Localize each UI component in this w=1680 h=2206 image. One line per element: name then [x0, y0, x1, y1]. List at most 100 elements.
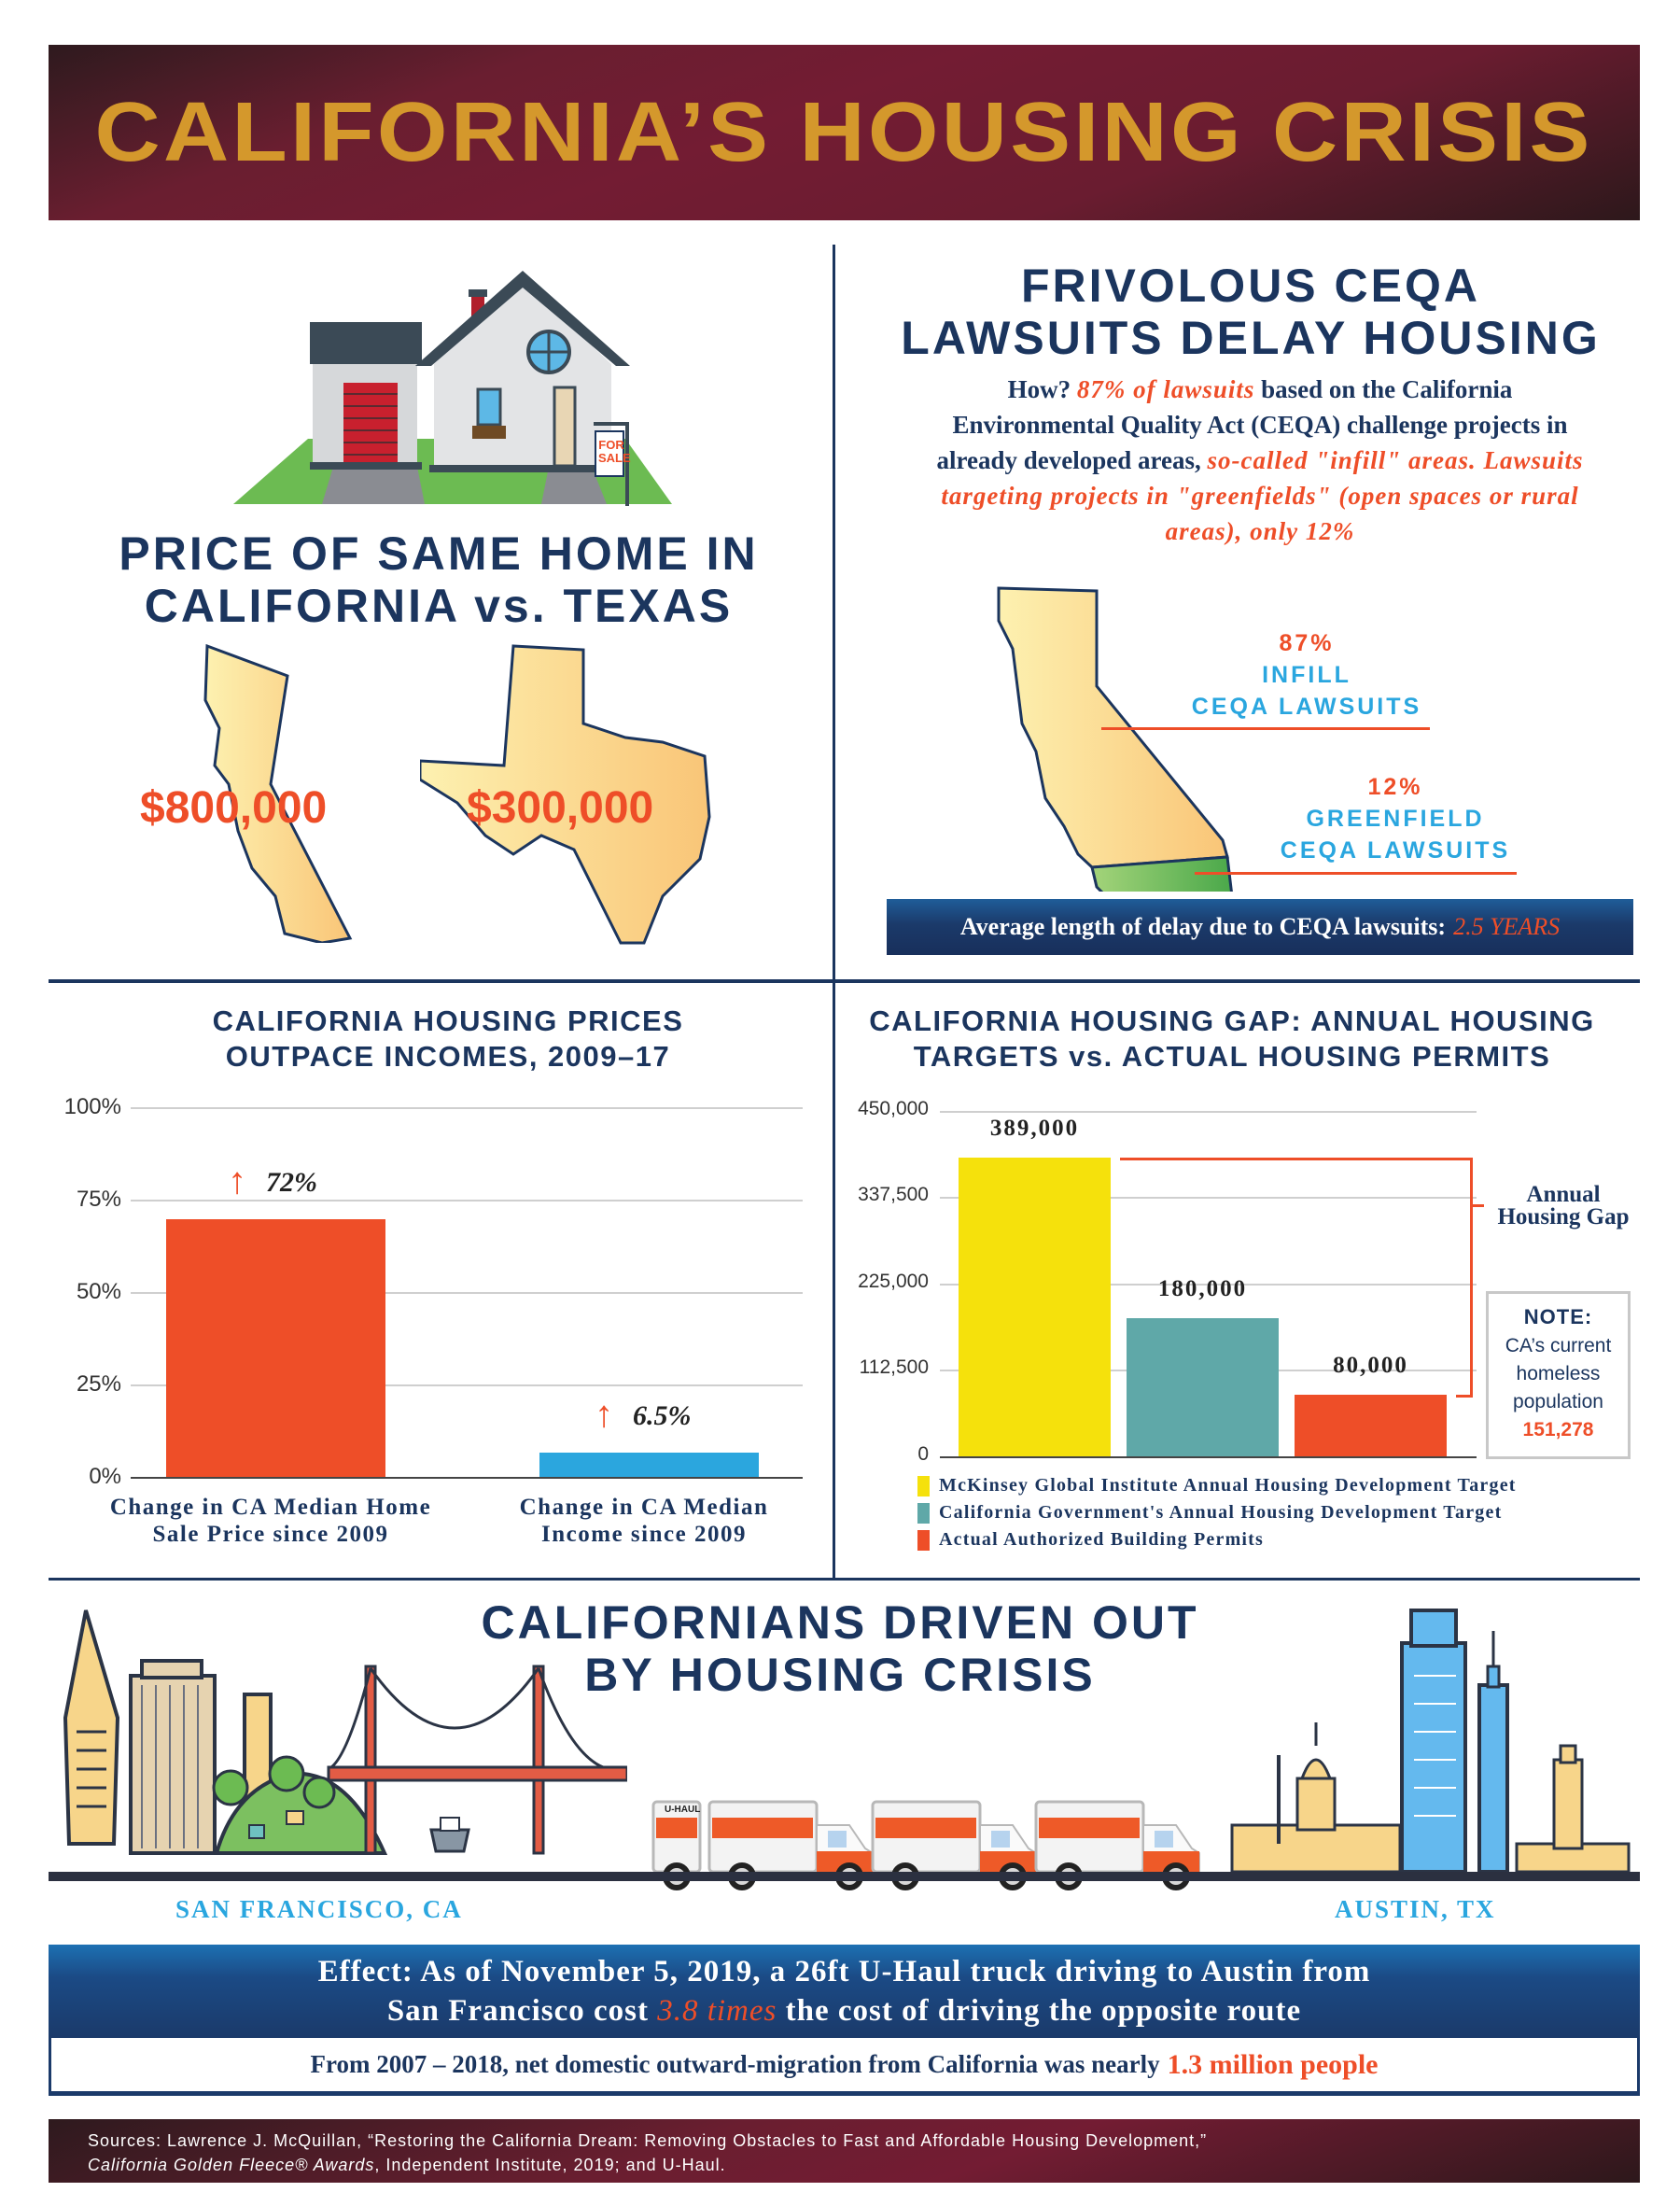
legend-label: California Government's Annual Housing D…: [939, 1502, 1503, 1523]
price-heading-line-2: CALIFORNIA vs. TEXAS: [144, 580, 734, 632]
income-category-line-1: Change in CA Median: [519, 1495, 769, 1520]
migration-stat-box: From 2007 – 2018, net domestic outward-m…: [49, 2038, 1640, 2096]
sources-line-1: Sources: Lawrence J. McQuillan, “Restori…: [88, 2131, 1208, 2150]
home-price-category-line-1: Change in CA Median Home: [109, 1495, 432, 1520]
x-axis: [940, 1456, 1477, 1458]
ground-road: [49, 1872, 1640, 1881]
bar-actual-permits: [1295, 1395, 1447, 1456]
texas-price: $300,000: [467, 783, 654, 833]
house-for-sale-icon: [233, 271, 672, 506]
income-category: Change in CA Median Income since 2009: [485, 1494, 803, 1548]
sources-footer: Sources: Lawrence J. McQuillan, “Restori…: [49, 2119, 1640, 2183]
ca-gov-value: 180,000: [1157, 1276, 1248, 1301]
x-axis: [131, 1477, 803, 1479]
effect-line-2-pre: San Francisco cost: [386, 1994, 649, 2028]
gridline-75: [131, 1200, 803, 1201]
ytick-75: 75%: [76, 1187, 121, 1212]
legend-swatch-orange: [917, 1529, 930, 1551]
migration-highlight: 1.3 million people: [1167, 2048, 1379, 2080]
delay-text: Average length of delay due to CEQA laws…: [959, 913, 1447, 940]
gridline-450000: [940, 1111, 1477, 1113]
gap-bracket-vertical: [1470, 1158, 1473, 1398]
ytick-25: 25%: [76, 1371, 121, 1397]
infill-label: 87% INFILL CEQA LAWSUITS: [1167, 627, 1447, 723]
prices-chart-title-line-2: OUTPACE INCOMES, 2009–17: [225, 1040, 671, 1073]
legend-item-ca-gov: California Government's Annual Housing D…: [917, 1502, 1502, 1524]
greenfield-label-line-2: CEQA LAWSUITS: [1280, 837, 1511, 864]
gridline-337500: [940, 1197, 1477, 1199]
destination-city: AUSTIN, TX: [1335, 1895, 1496, 1923]
sources-publication: California Golden Fleece® Awards: [88, 2156, 375, 2174]
home-price-value: 72%: [266, 1167, 317, 1198]
infill-label-line-2: CEQA LAWSUITS: [1191, 694, 1422, 720]
ceqa-how: How?: [1007, 375, 1071, 403]
mckinsey-value: 389,000: [989, 1116, 1080, 1141]
greenfield-percent: 12%: [1367, 774, 1423, 800]
migration-heading: CALIFORNIANS DRIVEN OUT BY HOUSING CRISI…: [373, 1596, 1307, 1701]
note-title: NOTE:: [1523, 1305, 1593, 1328]
note-line-3: population: [1513, 1391, 1603, 1412]
uhaul-brand-text: U-HAUL: [665, 1805, 701, 1815]
horizontal-divider-middle: [49, 979, 1640, 983]
san-francisco-skyline-icon: [63, 1609, 627, 1855]
ceqa-heading: FRIVOLOUS CEQA LAWSUITS DELAY HOUSING: [868, 260, 1633, 364]
page-title: CALIFORNIA’S HOUSING CRISIS: [94, 85, 1593, 179]
bar-ca-gov-target: [1127, 1318, 1279, 1456]
migration-heading-line-2: BY HOUSING CRISIS: [584, 1649, 1096, 1701]
texas-map-icon: [420, 644, 711, 945]
title-banner: CALIFORNIA’S HOUSING CRISIS: [49, 45, 1640, 220]
ceqa-highlight-infill: so-called "infill" areas. Lawsuits targe…: [941, 446, 1584, 545]
legend-swatch-yellow: [917, 1475, 930, 1496]
effect-highlight: 3.8 times: [657, 1994, 777, 2028]
up-arrow-icon: ↑: [228, 1160, 246, 1201]
gridline-100: [131, 1107, 803, 1109]
up-arrow-icon: ↑: [595, 1394, 613, 1435]
ceqa-highlight-87: 87% of lawsuits: [1076, 375, 1255, 403]
gap-chart-title-line-1: CALIFORNIA HOUSING GAP: ANNUAL HOUSING: [869, 1005, 1595, 1037]
vertical-divider-top: [833, 245, 835, 984]
gap-label-line-1: Annual: [1526, 1182, 1601, 1207]
gap-bracket-bottom: [1456, 1395, 1473, 1398]
legend-label: Actual Authorized Building Permits: [939, 1529, 1265, 1550]
legend-swatch-teal: [917, 1502, 930, 1524]
prices-chart-title: CALIFORNIA HOUSING PRICES OUTPACE INCOME…: [121, 1004, 775, 1075]
gap-chart-title: CALIFORNIA HOUSING GAP: ANNUAL HOUSING T…: [845, 1004, 1619, 1075]
austin-skyline-icon: [1230, 1609, 1631, 1874]
effect-banner: Effect: As of November 5, 2019, a 26ft U…: [49, 1945, 1640, 2038]
delay-value: 2.5 YEARS: [1453, 913, 1561, 940]
gap-label-line-2: Housing Gap: [1497, 1204, 1630, 1229]
infill-percent: 87%: [1279, 630, 1335, 656]
sources-line-2-rest: , Independent Institute, 2019; and U-Hau…: [374, 2156, 726, 2174]
for-sale-sign-text: FOR SALE: [598, 438, 631, 465]
ytick-225000: 225,000: [858, 1271, 929, 1292]
ytick-0: 0: [917, 1443, 929, 1465]
ytick-112500: 112,500: [859, 1356, 929, 1378]
homeless-note-box: NOTE: CA’s current homeless population 1…: [1486, 1291, 1631, 1459]
effect-line-2-post: the cost of driving the opposite route: [785, 1994, 1302, 2028]
bar-mckinsey-target: [959, 1158, 1111, 1456]
gap-bracket-tick: [1473, 1204, 1484, 1207]
sign-line-2: SALE: [598, 451, 631, 465]
actual-permits-value: 80,000: [1333, 1353, 1408, 1378]
home-price-category: Change in CA Median Home Sale Price sinc…: [84, 1494, 457, 1548]
greenfield-pointer-line: [1195, 872, 1517, 875]
legend-item-actual: Actual Authorized Building Permits: [917, 1529, 1264, 1551]
infill-label-line-1: INFILL: [1262, 662, 1351, 688]
delay-banner: Average length of delay due to CEQA laws…: [887, 899, 1633, 955]
sign-line-1: FOR: [598, 438, 624, 452]
ytick-50: 50%: [76, 1279, 121, 1304]
note-line-1: CA’s current: [1505, 1335, 1612, 1356]
migration-text: From 2007 – 2018, net domestic outward-m…: [310, 2050, 1160, 2078]
migration-heading-line-1: CALIFORNIANS DRIVEN OUT: [481, 1596, 1199, 1649]
effect-line-2: San Francisco cost 3.8 times the cost of…: [49, 1991, 1640, 2030]
ytick-337500: 337,500: [858, 1184, 929, 1205]
gap-label: Annual Housing Gap: [1484, 1182, 1643, 1229]
home-price-category-line-2: Sale Price since 2009: [152, 1522, 389, 1547]
ceqa-body-mid: based on the California Environmental Qu…: [936, 375, 1568, 474]
income-value: 6.5%: [633, 1400, 692, 1431]
vertical-divider-bottom: [833, 983, 835, 1581]
gap-chart-title-line-2: TARGETS vs. ACTUAL HOUSING PERMITS: [913, 1040, 1551, 1073]
ceqa-heading-line-2: LAWSUITS DELAY HOUSING: [901, 312, 1601, 364]
legend-item-mckinsey: McKinsey Global Institute Annual Housing…: [917, 1475, 1517, 1496]
income-category-line-2: Income since 2009: [541, 1522, 747, 1547]
